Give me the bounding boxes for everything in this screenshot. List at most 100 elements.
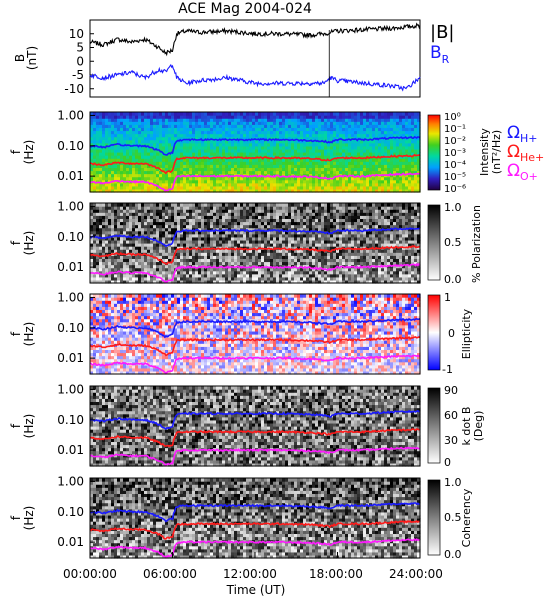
intensity-cell	[288, 142, 292, 147]
intensity-cell	[381, 115, 385, 119]
intensity-cell	[147, 115, 151, 119]
intensity-cell	[177, 182, 181, 187]
intensity-cell	[309, 188, 313, 193]
intensity-cell	[192, 115, 196, 119]
intensity-cell	[282, 127, 286, 132]
intensity-cell	[96, 182, 100, 187]
intensity-cell	[333, 173, 337, 178]
polarization-cell	[105, 276, 109, 281]
polarization-cell	[102, 276, 106, 281]
intensity-cell	[414, 185, 418, 190]
intensity-cell	[93, 167, 97, 172]
intensity-cell	[261, 161, 265, 165]
intensity-cell	[360, 148, 364, 153]
intensity-cell	[216, 136, 220, 141]
intensity-cell	[396, 158, 400, 162]
intensity-cell	[138, 118, 142, 122]
intensity-cell	[384, 170, 388, 175]
intensity-cell	[393, 118, 397, 122]
intensity-cell	[270, 155, 274, 159]
intensity-cell	[399, 118, 403, 122]
intensity-cell	[345, 167, 349, 172]
intensity-cell	[369, 161, 373, 165]
intensity-cell	[192, 164, 196, 168]
intensity-cell	[399, 164, 403, 168]
intensity-cell	[360, 127, 364, 132]
intensity-cell	[171, 164, 175, 168]
intensity-cell	[348, 148, 352, 153]
intensity-cell	[333, 112, 337, 116]
intensity-cell	[387, 170, 391, 175]
intensity-cell	[174, 173, 178, 178]
polarization-cell	[111, 203, 115, 207]
intensity-cell	[360, 139, 364, 144]
intensity-cell	[165, 133, 169, 138]
intensity-cell	[291, 167, 295, 172]
intensity-cell	[393, 121, 397, 125]
intensity-cell	[99, 176, 103, 181]
intensity-cell	[270, 188, 274, 193]
intensity-cell	[114, 155, 118, 159]
intensity-cell	[321, 145, 325, 150]
intensity-cell	[240, 142, 244, 147]
intensity-cell	[396, 112, 400, 116]
intensity-cell	[363, 152, 367, 156]
intensity-cell	[99, 139, 103, 144]
intensity-cell	[192, 133, 196, 138]
intensity-cell	[360, 136, 364, 141]
intensity-cell	[327, 152, 331, 156]
intensity-cell	[396, 188, 400, 193]
intensity-cell	[303, 161, 307, 165]
intensity-cell	[357, 161, 361, 165]
intensity-cell	[279, 148, 283, 153]
intensity-cell	[285, 148, 289, 153]
intensity-cell	[204, 170, 208, 175]
intensity-cell	[282, 148, 286, 153]
intensity-cell	[168, 158, 172, 162]
intensity-cell	[297, 121, 301, 125]
intensity-cell	[207, 130, 211, 135]
intensity-cell	[291, 115, 295, 119]
polarization-cell	[114, 279, 118, 284]
intensity-cell	[243, 155, 247, 159]
intensity-cell	[372, 127, 376, 132]
intensity-cell	[417, 124, 421, 128]
intensity-cell	[117, 173, 121, 178]
intensity-cell	[171, 127, 175, 132]
intensity-cell	[279, 136, 283, 141]
intensity-cell	[123, 148, 127, 153]
intensity-cell	[213, 130, 217, 135]
intensity-cell	[213, 176, 217, 181]
intensity-cell	[303, 188, 307, 193]
polarization-cell	[96, 276, 100, 281]
intensity-cell	[417, 170, 421, 175]
intensity-cell	[162, 185, 166, 190]
intensity-cell	[213, 170, 217, 175]
intensity-cell	[387, 158, 391, 162]
intensity-cell	[300, 121, 304, 125]
polarization-cell	[93, 279, 97, 284]
polarization-cell	[108, 273, 112, 278]
intensity-cell	[294, 152, 298, 156]
intensity-cell	[360, 130, 364, 135]
intensity-cell	[255, 185, 259, 190]
intensity-cell	[252, 112, 256, 116]
intensity-cell	[321, 124, 325, 128]
intensity-cell	[357, 164, 361, 168]
polarization-cell	[111, 212, 115, 216]
intensity-cell	[177, 167, 181, 172]
intensity-cell	[147, 182, 151, 187]
intensity-cell	[126, 121, 130, 125]
intensity-cell	[141, 182, 145, 187]
intensity-cell	[381, 139, 385, 144]
intensity-cell	[234, 185, 238, 190]
intensity-cell	[342, 115, 346, 119]
intensity-cell	[414, 121, 418, 125]
polarization-cell	[90, 230, 94, 235]
intensity-cell	[111, 176, 115, 181]
intensity-cell	[255, 161, 259, 165]
intensity-cell	[138, 145, 142, 150]
intensity-cell	[162, 139, 166, 144]
intensity-cell	[168, 167, 172, 172]
intensity-cell	[315, 179, 319, 184]
